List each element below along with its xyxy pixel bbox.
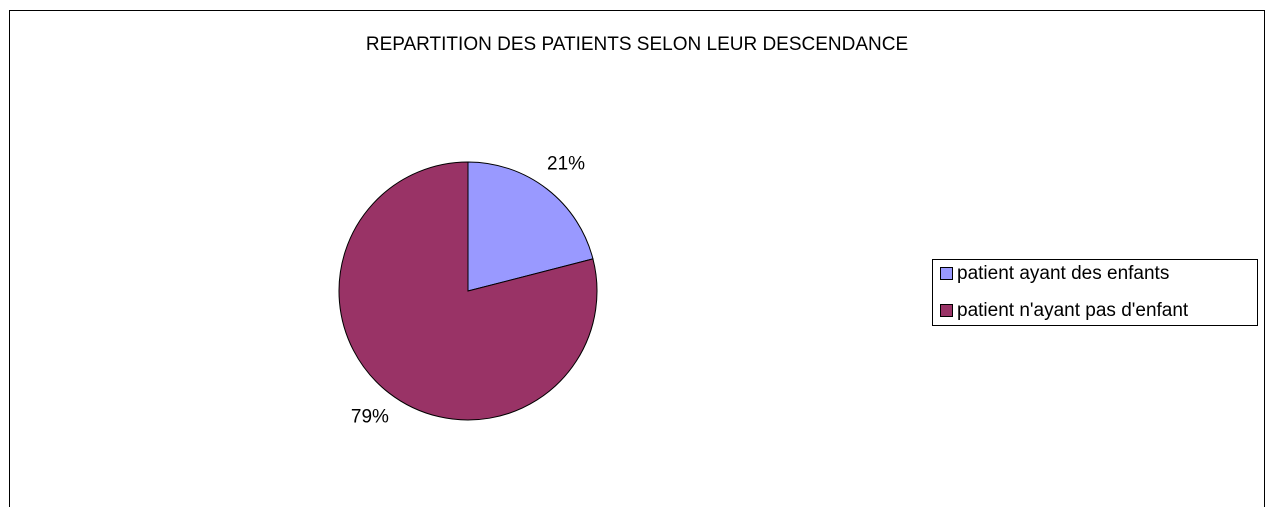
data-label: 79% bbox=[351, 406, 389, 427]
chart-title: REPARTITION DES PATIENTS SELON LEUR DESC… bbox=[366, 34, 908, 55]
legend-label: patient ayant des enfants bbox=[957, 263, 1169, 284]
legend-swatch bbox=[940, 304, 953, 317]
legend-box bbox=[932, 259, 1258, 326]
data-label: 21% bbox=[547, 154, 585, 175]
legend-swatch bbox=[940, 267, 953, 280]
chart-frame bbox=[9, 10, 1265, 507]
legend-label: patient n'ayant pas d'enfant bbox=[957, 300, 1189, 321]
pie-slice bbox=[467, 161, 594, 292]
pie-slice bbox=[338, 161, 598, 421]
